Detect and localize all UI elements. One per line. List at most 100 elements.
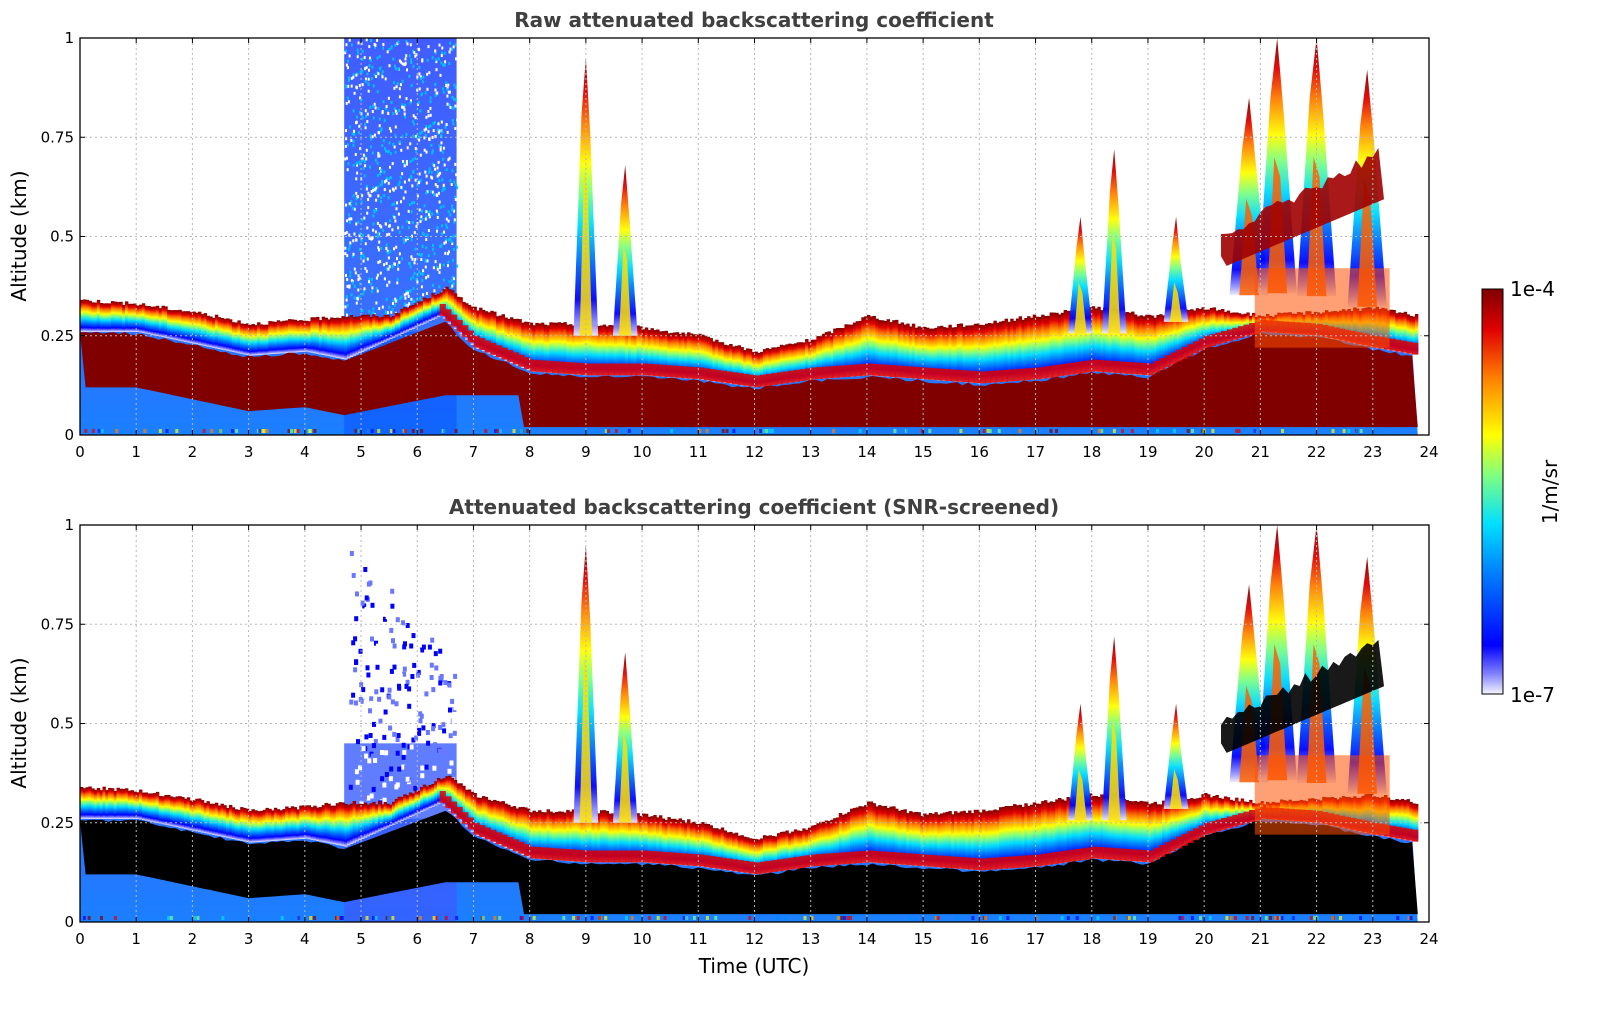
noise-speck: [352, 239, 355, 243]
ground-bin: [100, 429, 104, 433]
boundary-layer-gradient: [130, 790, 134, 819]
core-rim: [630, 363, 637, 376]
ground-bin: [1359, 429, 1363, 433]
core-rim: [1181, 833, 1188, 846]
screened-speck: [412, 778, 417, 783]
boundary-layer-gradient: [661, 818, 666, 864]
boundary-layer-gradient: [1142, 316, 1146, 375]
noise-speck: [378, 154, 381, 158]
core-rim: [1018, 368, 1025, 381]
core-rim: [1412, 829, 1419, 842]
boundary-layer-gradient: [1058, 798, 1062, 864]
core-rim: [574, 849, 581, 862]
screened-speck: [448, 725, 453, 731]
noise-speck: [421, 231, 424, 235]
screened-speck: [424, 639, 429, 645]
noise-speck: [379, 183, 382, 187]
boundary-layer-gradient: [192, 800, 196, 831]
boundary-layer-gradient: [1049, 801, 1053, 865]
boundary-layer-gradient: [757, 839, 761, 874]
boundary-layer-gradient: [411, 305, 416, 329]
boundary-layer-gradient: [788, 833, 792, 870]
boundary-layer-gradient: [1400, 799, 1405, 840]
boundary-layer-gradient: [259, 810, 264, 842]
screened-speck: [362, 603, 367, 609]
boundary-layer-gradient: [465, 789, 469, 827]
noise-speck: [409, 265, 412, 269]
boundary-layer-gradient: [734, 832, 739, 872]
noise-speck: [373, 210, 376, 214]
ground-bin: [434, 916, 438, 920]
noise-speck: [375, 198, 378, 202]
screened-speck: [367, 679, 371, 684]
core-rim: [760, 374, 767, 387]
boundary-layer-gradient: [175, 310, 179, 341]
screened-speck: [416, 669, 421, 675]
boundary-layer-gradient: [257, 811, 261, 843]
screened-speck: [395, 737, 400, 742]
core-rim: [709, 369, 716, 381]
noise-speck: [358, 84, 361, 88]
ground-bin: [576, 916, 580, 920]
ground-bin: [572, 916, 576, 920]
boundary-layer-gradient: [552, 812, 556, 861]
boundary-layer-gradient: [878, 805, 882, 864]
boundary-layer-gradient: [209, 316, 213, 348]
boundary-layer-gradient: [102, 786, 106, 819]
boundary-layer-gradient: [979, 324, 983, 384]
boundary-layer-gradient: [1406, 314, 1410, 354]
screened-speck: [349, 724, 354, 730]
core-rim: [1131, 362, 1138, 375]
noise-speck: [361, 218, 364, 222]
noise-speck: [429, 210, 431, 214]
boundary-layer-gradient: [599, 325, 604, 376]
noise-speck: [408, 54, 411, 58]
noise-speck: [450, 183, 453, 186]
noise-speck: [376, 289, 379, 293]
noise-speck: [414, 258, 417, 261]
x-tick-label: 24: [1419, 443, 1438, 461]
screened-speck: [388, 776, 393, 782]
boundary-layer-gradient: [465, 303, 469, 340]
boundary-layer-gradient: [560, 811, 564, 861]
boundary-layer-gradient: [1055, 799, 1059, 864]
boundary-layer-gradient: [296, 809, 300, 840]
boundary-layer-gradient: [754, 351, 758, 388]
x-tick-label: 14: [857, 930, 876, 948]
boundary-layer-gradient: [1136, 316, 1141, 375]
noise-speck: [396, 82, 399, 86]
boundary-layer-gradient: [521, 322, 525, 368]
boundary-layer-gradient: [431, 293, 435, 320]
noise-speck: [375, 189, 378, 193]
noise-speck: [420, 272, 422, 276]
boundary-layer-gradient: [1176, 801, 1180, 849]
core-rim: [546, 360, 553, 373]
noise-speck: [449, 179, 452, 182]
ground-bin: [934, 916, 938, 920]
boundary-layer-gradient: [1167, 313, 1172, 366]
boundary-layer-gradient: [431, 784, 435, 807]
noise-speck: [449, 287, 452, 291]
x-tick-label: 16: [970, 443, 989, 461]
noise-speck: [455, 173, 458, 177]
boundary-layer-gradient: [1038, 316, 1042, 379]
boundary-layer-gradient: [1218, 309, 1222, 344]
core-rim: [793, 856, 800, 869]
boundary-layer-gradient: [1128, 312, 1132, 375]
screened-speck: [361, 746, 366, 752]
noise-speck: [375, 186, 378, 190]
noise-speck: [444, 251, 447, 255]
boundary-layer-gradient: [1212, 307, 1217, 346]
screened-speck: [402, 644, 407, 650]
ground-bin: [1276, 916, 1280, 920]
boundary-layer-gradient: [453, 780, 458, 817]
boundary-layer-gradient: [1131, 801, 1135, 862]
noise-speck: [361, 309, 364, 312]
noise-speck: [412, 134, 415, 138]
noise-speck: [374, 158, 377, 162]
boundary-layer-gradient: [692, 334, 697, 379]
noise-speck: [359, 282, 361, 286]
core-rim: [585, 363, 593, 376]
core-rim: [597, 850, 604, 863]
noise-speck: [355, 222, 358, 226]
